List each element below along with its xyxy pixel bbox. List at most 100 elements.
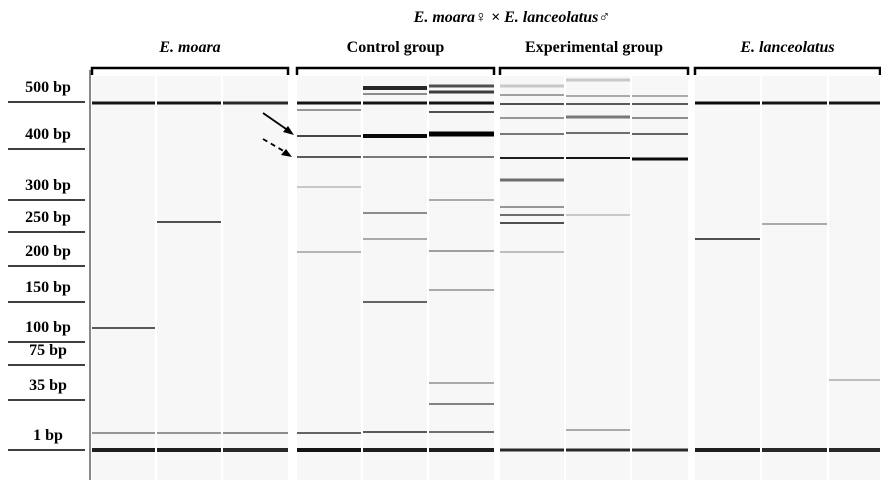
band bbox=[429, 199, 494, 201]
group-label: Control group bbox=[347, 39, 445, 56]
band bbox=[500, 157, 564, 159]
band bbox=[297, 448, 361, 452]
lane bbox=[829, 76, 880, 480]
band bbox=[632, 103, 688, 105]
band bbox=[695, 238, 760, 240]
gel-lanes bbox=[92, 76, 880, 480]
band bbox=[223, 448, 288, 452]
band bbox=[566, 214, 630, 216]
band bbox=[632, 133, 688, 135]
band bbox=[157, 432, 221, 434]
band bbox=[566, 95, 630, 97]
band bbox=[500, 85, 564, 88]
group-bracket bbox=[92, 68, 288, 75]
band bbox=[566, 132, 630, 134]
band bbox=[632, 449, 688, 452]
band bbox=[363, 134, 427, 138]
group-label: E. lanceolatus bbox=[739, 39, 834, 56]
band bbox=[566, 157, 630, 159]
band bbox=[829, 102, 880, 105]
gel-figure: E. moara♀ × E. lanceolatus♂ E. moara Cont… bbox=[0, 0, 881, 480]
marker-label: 75 bp bbox=[29, 342, 67, 359]
band bbox=[829, 448, 880, 452]
band bbox=[566, 449, 630, 452]
band bbox=[632, 95, 688, 97]
band bbox=[762, 448, 827, 452]
lane bbox=[695, 76, 760, 480]
band bbox=[92, 432, 155, 434]
band bbox=[500, 133, 564, 135]
lane bbox=[500, 76, 564, 480]
marker-label: 35 bp bbox=[29, 377, 67, 394]
band bbox=[429, 289, 494, 291]
band bbox=[297, 102, 361, 105]
band bbox=[363, 448, 427, 452]
band bbox=[297, 432, 361, 434]
lane bbox=[762, 76, 827, 480]
band bbox=[92, 327, 155, 329]
marker-label: 250 bp bbox=[25, 209, 71, 226]
marker-label: 100 bp bbox=[25, 319, 71, 336]
band bbox=[429, 91, 494, 94]
band bbox=[429, 156, 494, 158]
band bbox=[429, 102, 494, 105]
marker-label: 1 bp bbox=[33, 427, 63, 444]
band bbox=[429, 250, 494, 252]
band bbox=[500, 206, 564, 208]
band bbox=[566, 116, 630, 119]
band bbox=[566, 429, 630, 431]
band bbox=[157, 448, 221, 452]
band bbox=[363, 156, 427, 158]
marker-label: 150 bp bbox=[25, 279, 71, 296]
lane bbox=[157, 76, 221, 480]
band bbox=[762, 223, 827, 225]
band bbox=[363, 301, 427, 303]
band bbox=[92, 448, 155, 452]
marker-label: 300 bp bbox=[25, 177, 71, 194]
band bbox=[297, 135, 361, 137]
band bbox=[695, 102, 760, 105]
band bbox=[297, 186, 361, 188]
band bbox=[632, 158, 688, 161]
band bbox=[500, 214, 564, 216]
marker-label: 200 bp bbox=[25, 243, 71, 260]
band bbox=[566, 79, 630, 82]
group-bracket bbox=[297, 68, 494, 75]
lane bbox=[429, 76, 494, 480]
band bbox=[363, 431, 427, 433]
band bbox=[695, 448, 760, 452]
figure-title: E. moara♀ × E. lanceolatus♂ bbox=[413, 9, 611, 26]
band bbox=[363, 93, 427, 95]
group-bracket bbox=[500, 68, 688, 75]
band bbox=[92, 102, 155, 105]
band bbox=[429, 111, 494, 113]
band bbox=[762, 102, 827, 105]
band bbox=[157, 221, 221, 223]
lane bbox=[223, 76, 288, 480]
band bbox=[157, 102, 221, 105]
band bbox=[363, 86, 427, 90]
band bbox=[297, 109, 361, 111]
marker-label: 500 bp bbox=[25, 79, 71, 96]
band bbox=[429, 431, 494, 433]
group-label: E. moara bbox=[158, 39, 220, 56]
band bbox=[500, 222, 564, 224]
lane bbox=[566, 76, 630, 480]
band bbox=[429, 85, 494, 88]
lane bbox=[92, 76, 155, 480]
band bbox=[429, 448, 494, 452]
band bbox=[500, 103, 564, 105]
band bbox=[500, 449, 564, 452]
group-bracket bbox=[695, 68, 880, 75]
band bbox=[829, 379, 880, 381]
lane bbox=[632, 76, 688, 480]
band bbox=[566, 103, 630, 105]
band bbox=[223, 432, 288, 434]
band bbox=[223, 102, 288, 105]
band bbox=[297, 156, 361, 158]
band bbox=[429, 132, 494, 137]
band bbox=[500, 251, 564, 253]
band bbox=[363, 102, 427, 105]
band bbox=[363, 238, 427, 240]
band bbox=[500, 117, 564, 119]
